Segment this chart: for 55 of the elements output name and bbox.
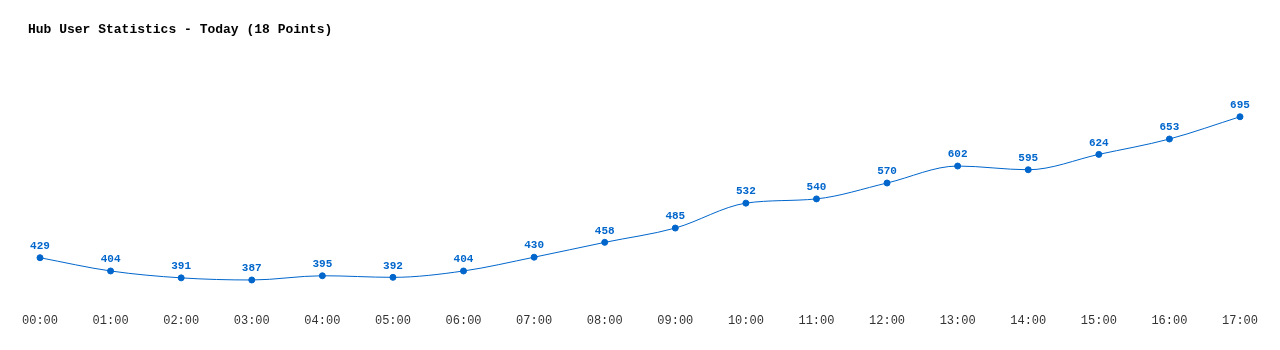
point (530, 253, 538, 261)
x-tick-label: 04:00 (304, 313, 341, 328)
point (177, 274, 185, 282)
point (1024, 166, 1032, 174)
point (1165, 135, 1173, 143)
x-tick-label: 03:00 (233, 313, 270, 328)
data-label: 395 (312, 258, 333, 271)
point (954, 162, 962, 170)
data-label: 595 (1018, 152, 1039, 165)
point (601, 238, 609, 246)
data-label: 485 (665, 210, 686, 223)
point (671, 224, 679, 232)
x-tick-label: 00:00 (22, 313, 59, 328)
x-tick-label: 16:00 (1151, 313, 1188, 328)
point (460, 267, 468, 275)
x-tick-label: 15:00 (1080, 313, 1117, 328)
data-label: 540 (806, 181, 827, 194)
point (883, 179, 891, 187)
data-label: 653 (1159, 121, 1180, 134)
point (107, 267, 115, 275)
data-label: 387 (241, 262, 262, 275)
x-tick-label: 17:00 (1221, 313, 1258, 328)
chart-title: Hub User Statistics - Today (18 Points) (28, 22, 333, 38)
point (812, 195, 820, 203)
data-label: 430 (524, 239, 545, 252)
x-tick-label: 11:00 (798, 313, 835, 328)
data-label: 695 (1230, 99, 1251, 112)
data-label: 570 (877, 165, 897, 178)
point (1095, 150, 1103, 158)
point (318, 272, 326, 280)
data-label: 391 (171, 260, 192, 273)
point (389, 273, 397, 281)
data-label: 404 (453, 253, 474, 266)
data-label: 458 (594, 224, 615, 237)
point (1236, 113, 1244, 121)
x-tick-label: 13:00 (939, 313, 976, 328)
data-label: 429 (30, 240, 50, 252)
data-label: 624 (1088, 136, 1110, 149)
data-label: 602 (947, 148, 968, 161)
data-label: 392 (383, 259, 403, 272)
x-tick-label: 14:00 (1010, 313, 1047, 328)
x-tick-label: 09:00 (657, 313, 694, 328)
point (742, 199, 750, 207)
x-tick-label: 06:00 (445, 313, 482, 328)
x-tick-label: 05:00 (374, 313, 411, 328)
x-tick-label: 07:00 (516, 313, 553, 328)
x-tick-label: 12:00 (869, 313, 906, 328)
x-tick-label: 10:00 (727, 313, 764, 328)
point (36, 254, 44, 262)
data-label: 404 (100, 253, 121, 266)
x-tick-label: 02:00 (163, 313, 200, 328)
x-tick-label: 08:00 (586, 313, 623, 328)
data-label: 532 (735, 185, 756, 198)
point (248, 276, 256, 284)
x-tick-label: 01:00 (92, 313, 129, 328)
